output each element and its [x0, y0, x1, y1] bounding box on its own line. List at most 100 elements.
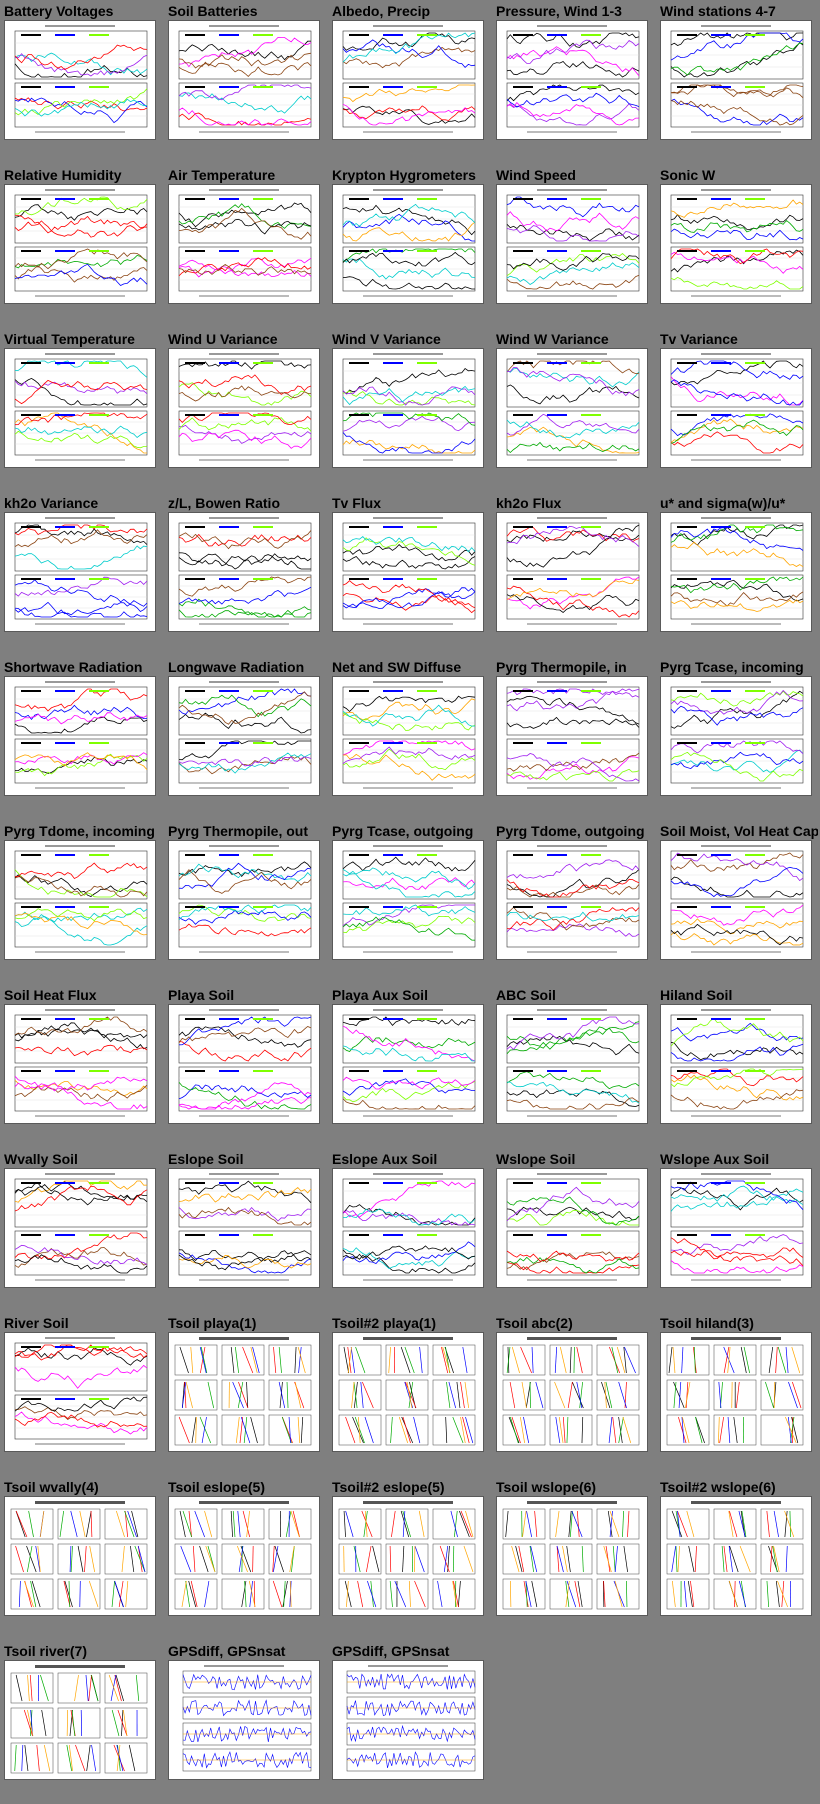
plot-title[interactable]: Longwave Radiation: [168, 659, 305, 675]
plot-cell-abc-soil[interactable]: ABC Soil: [492, 984, 652, 1124]
plot-thumbnail[interactable]: [168, 512, 320, 632]
plot-cell-soil-heat-flux[interactable]: Soil Heat Flux: [0, 984, 160, 1124]
plot-title[interactable]: Albedo, Precip: [332, 3, 431, 19]
plot-thumbnail[interactable]: [168, 1660, 320, 1780]
plot-title[interactable]: Virtual Temperature: [4, 331, 135, 347]
plot-cell-u-and-sigma-w-u[interactable]: u* and sigma(w)/u*: [656, 492, 816, 632]
plot-cell-gpsdiff-gpsnsat[interactable]: GPSdiff, GPSnsat: [164, 1640, 324, 1780]
plot-thumbnail[interactable]: [496, 676, 648, 796]
plot-cell-eslope-soil[interactable]: Eslope Soil: [164, 1148, 324, 1288]
plot-title[interactable]: Battery Voltages: [4, 3, 114, 19]
plot-thumbnail[interactable]: [332, 1332, 484, 1452]
plot-title[interactable]: Pyrg Tdome, outgoing: [496, 823, 645, 839]
plot-cell-soil-batteries[interactable]: Soil Batteries: [164, 0, 324, 140]
plot-cell-river-soil[interactable]: River Soil: [0, 1312, 160, 1452]
plot-title[interactable]: Pyrg Tcase, incoming: [660, 659, 804, 675]
plot-thumbnail[interactable]: [168, 1168, 320, 1288]
plot-title[interactable]: kh2o Flux: [496, 495, 562, 511]
plot-cell-pyrg-tcase-incoming[interactable]: Pyrg Tcase, incoming: [656, 656, 816, 796]
plot-cell-tsoil-river-7[interactable]: Tsoil river(7): [0, 1640, 160, 1780]
plot-title[interactable]: Tsoil#2 eslope(5): [332, 1479, 445, 1495]
plot-thumbnail[interactable]: [4, 1332, 156, 1452]
plot-title[interactable]: Air Temperature: [168, 167, 276, 183]
plot-thumbnail[interactable]: [168, 1332, 320, 1452]
plot-title[interactable]: Net and SW Diffuse: [332, 659, 462, 675]
plot-cell-krypton-hygrometers[interactable]: Krypton Hygrometers: [328, 164, 488, 304]
plot-cell-tsoil-abc-2[interactable]: Tsoil abc(2): [492, 1312, 652, 1452]
plot-thumbnail[interactable]: [660, 512, 812, 632]
plot-cell-tsoil-2-eslope-5[interactable]: Tsoil#2 eslope(5): [328, 1476, 488, 1616]
plot-title[interactable]: Wslope Aux Soil: [660, 1151, 770, 1167]
plot-title[interactable]: u* and sigma(w)/u*: [660, 495, 786, 511]
plot-thumbnail[interactable]: [660, 1168, 812, 1288]
plot-cell-tsoil-playa-1[interactable]: Tsoil playa(1): [164, 1312, 324, 1452]
plot-cell-wind-v-variance[interactable]: Wind V Variance: [328, 328, 488, 468]
plot-title[interactable]: ABC Soil: [496, 987, 556, 1003]
plot-title[interactable]: Pyrg Thermopile, out: [168, 823, 309, 839]
plot-thumbnail[interactable]: [168, 676, 320, 796]
plot-cell-net-and-sw-diffuse[interactable]: Net and SW Diffuse: [328, 656, 488, 796]
plot-cell-tsoil-2-wslope-6[interactable]: Tsoil#2 wslope(6): [656, 1476, 816, 1616]
plot-title[interactable]: Wind U Variance: [168, 331, 278, 347]
plot-cell-wslope-aux-soil[interactable]: Wslope Aux Soil: [656, 1148, 816, 1288]
plot-cell-pyrg-tdome-incoming[interactable]: Pyrg Tdome, incoming: [0, 820, 160, 960]
plot-cell-wind-w-variance[interactable]: Wind W Variance: [492, 328, 652, 468]
plot-cell-soil-moist-vol-heat-cap[interactable]: Soil Moist, Vol Heat Cap: [656, 820, 818, 960]
plot-thumbnail[interactable]: [496, 20, 648, 140]
plot-title[interactable]: Shortwave Radiation: [4, 659, 143, 675]
plot-title[interactable]: Tsoil river(7): [4, 1643, 87, 1659]
plot-title[interactable]: Pyrg Thermopile, in: [496, 659, 627, 675]
plot-thumbnail[interactable]: [4, 840, 156, 960]
plot-cell-tv-variance[interactable]: Tv Variance: [656, 328, 816, 468]
plot-thumbnail[interactable]: [660, 1332, 812, 1452]
plot-title[interactable]: Tv Variance: [660, 331, 738, 347]
plot-thumbnail[interactable]: [332, 1496, 484, 1616]
plot-cell-tsoil-wvally-4[interactable]: Tsoil wvally(4): [0, 1476, 160, 1616]
plot-cell-kh2o-variance[interactable]: kh2o Variance: [0, 492, 160, 632]
plot-thumbnail[interactable]: [496, 512, 648, 632]
plot-cell-eslope-aux-soil[interactable]: Eslope Aux Soil: [328, 1148, 488, 1288]
plot-title[interactable]: Tsoil wvally(4): [4, 1479, 99, 1495]
plot-thumbnail[interactable]: [168, 1496, 320, 1616]
plot-thumbnail[interactable]: [332, 1004, 484, 1124]
plot-title[interactable]: Wind W Variance: [496, 331, 609, 347]
plot-title[interactable]: River Soil: [4, 1315, 69, 1331]
plot-thumbnail[interactable]: [168, 184, 320, 304]
plot-thumbnail[interactable]: [332, 512, 484, 632]
plot-title[interactable]: Tsoil abc(2): [496, 1315, 573, 1331]
plot-cell-wind-stations-4-7[interactable]: Wind stations 4-7: [656, 0, 816, 140]
plot-cell-pyrg-thermopile-out[interactable]: Pyrg Thermopile, out: [164, 820, 324, 960]
plot-thumbnail[interactable]: [496, 1332, 648, 1452]
plot-title[interactable]: Soil Heat Flux: [4, 987, 97, 1003]
plot-title[interactable]: Sonic W: [660, 167, 716, 183]
plot-cell-shortwave-radiation[interactable]: Shortwave Radiation: [0, 656, 160, 796]
plot-cell-tsoil-2-playa-1[interactable]: Tsoil#2 playa(1): [328, 1312, 488, 1452]
plot-title[interactable]: Pyrg Tcase, outgoing: [332, 823, 474, 839]
plot-thumbnail[interactable]: [4, 1496, 156, 1616]
plot-title[interactable]: Soil Batteries: [168, 3, 258, 19]
plot-cell-sonic-w[interactable]: Sonic W: [656, 164, 816, 304]
plot-title[interactable]: Tsoil eslope(5): [168, 1479, 265, 1495]
plot-thumbnail[interactable]: [332, 840, 484, 960]
plot-title[interactable]: Soil Moist, Vol Heat Cap: [660, 823, 818, 839]
plot-cell-tv-flux[interactable]: Tv Flux: [328, 492, 488, 632]
plot-title[interactable]: Tv Flux: [332, 495, 382, 511]
plot-thumbnail[interactable]: [168, 1004, 320, 1124]
plot-title[interactable]: kh2o Variance: [4, 495, 99, 511]
plot-cell-hiland-soil[interactable]: Hiland Soil: [656, 984, 816, 1124]
plot-title[interactable]: Wind Speed: [496, 167, 576, 183]
plot-title[interactable]: Wind V Variance: [332, 331, 441, 347]
plot-cell-pyrg-tcase-outgoing[interactable]: Pyrg Tcase, outgoing: [328, 820, 488, 960]
plot-cell-playa-aux-soil[interactable]: Playa Aux Soil: [328, 984, 488, 1124]
plot-title[interactable]: Tsoil hiland(3): [660, 1315, 754, 1331]
plot-thumbnail[interactable]: [660, 20, 812, 140]
plot-cell-wvally-soil[interactable]: Wvally Soil: [0, 1148, 160, 1288]
plot-cell-longwave-radiation[interactable]: Longwave Radiation: [164, 656, 324, 796]
plot-title[interactable]: Eslope Soil: [168, 1151, 244, 1167]
plot-title[interactable]: Tsoil#2 wslope(6): [660, 1479, 776, 1495]
plot-cell-pressure-wind-1-3[interactable]: Pressure, Wind 1-3: [492, 0, 652, 140]
plot-title[interactable]: Relative Humidity: [4, 167, 122, 183]
plot-cell-battery-voltages[interactable]: Battery Voltages: [0, 0, 160, 140]
plot-cell-kh2o-flux[interactable]: kh2o Flux: [492, 492, 652, 632]
plot-thumbnail[interactable]: [496, 840, 648, 960]
